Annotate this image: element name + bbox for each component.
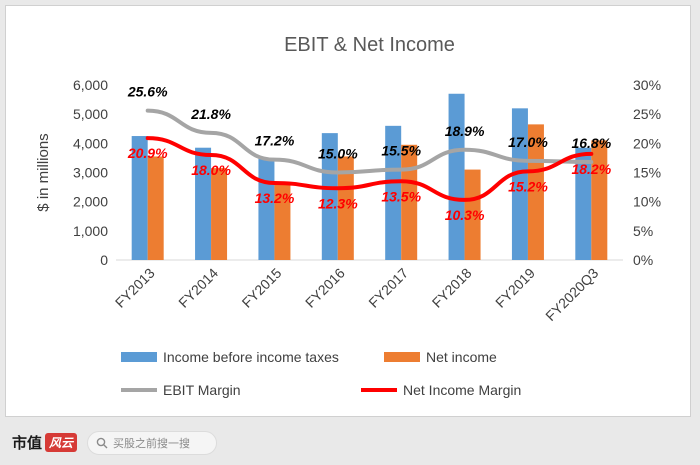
bar-income-before-taxes bbox=[195, 147, 212, 260]
bar-income-before-taxes bbox=[511, 108, 528, 260]
search-icon bbox=[96, 437, 108, 448]
x-tick-label: FY2015 bbox=[239, 265, 285, 311]
y2-tick-label: 20% bbox=[633, 135, 661, 151]
chart-card: EBIT & Net Income $ in millions 0 1,000 2,00… bbox=[5, 5, 691, 417]
y-tick-label: 0 bbox=[100, 252, 108, 268]
bar-income-before-taxes bbox=[321, 133, 338, 260]
y2-tick-label: 25% bbox=[633, 106, 661, 122]
net-income-margin-label: 18.0% bbox=[191, 162, 231, 178]
y-tick-label: 4,000 bbox=[73, 135, 108, 151]
ebit-margin-label: 17.2% bbox=[255, 133, 295, 149]
y2-tick-label: 15% bbox=[633, 165, 661, 181]
bar-income-before-taxes bbox=[385, 125, 402, 260]
y-tick-label: 5,000 bbox=[73, 106, 108, 122]
brand-mark: 风云 bbox=[45, 433, 78, 452]
bar-income-before-taxes bbox=[131, 136, 148, 260]
bar-net-income bbox=[274, 182, 291, 260]
ebit-margin-label: 17.0% bbox=[508, 134, 548, 150]
y2-tick-label: 5% bbox=[633, 223, 653, 239]
legend-ebit-margin-text: EBIT Margin bbox=[163, 382, 241, 398]
bar-net-income bbox=[211, 168, 228, 260]
x-tick-label: FY2020Q3 bbox=[542, 265, 601, 324]
net-income-margin-label: 10.3% bbox=[445, 207, 485, 223]
footer-bar: 市值 风云 买股之前搜一搜 bbox=[0, 420, 700, 465]
y2-tick-label: 10% bbox=[633, 194, 661, 210]
net-income-margin-label: 13.2% bbox=[255, 190, 295, 206]
ebit-margin-label: 15.0% bbox=[318, 146, 358, 162]
ebit-margin-label: 15.5% bbox=[381, 143, 421, 159]
bar-income-before-taxes bbox=[258, 157, 275, 260]
x-tick-label: FY2014 bbox=[175, 265, 221, 311]
y-tick-label: 6,000 bbox=[73, 77, 108, 93]
y2-tick-label: 30% bbox=[633, 77, 661, 93]
ebit-margin-line bbox=[145, 108, 594, 175]
ebit-margin-label: 16.8% bbox=[571, 135, 611, 151]
ebit-margin-label: 25.6% bbox=[127, 84, 168, 100]
bar-net-income bbox=[337, 156, 354, 260]
y-tick-label: 3,000 bbox=[73, 165, 108, 181]
legend-net-income-margin-text: Net Income Margin bbox=[403, 382, 521, 398]
chart-title: EBIT & Net Income bbox=[284, 34, 455, 56]
bar-net-income bbox=[147, 156, 164, 260]
search-placeholder: 买股之前搜一搜 bbox=[113, 437, 191, 450]
y2-tick-label: 0% bbox=[633, 252, 653, 268]
brand-text: 市值 bbox=[12, 435, 43, 452]
legend-net-income-text: Net income bbox=[426, 349, 497, 365]
y-tick-label: 1,000 bbox=[73, 223, 108, 239]
bar-income-before-taxes bbox=[575, 147, 592, 260]
bar-net-income bbox=[527, 124, 544, 260]
legend-income-before-taxes-swatch bbox=[121, 352, 157, 362]
bar-net-income bbox=[401, 144, 418, 260]
search-box[interactable]: 买股之前搜一搜 bbox=[87, 430, 218, 455]
y-tick-label: 2,000 bbox=[73, 194, 108, 210]
bar-net-income bbox=[464, 169, 481, 260]
y-axis-label: $ in millions bbox=[35, 133, 52, 211]
net-income-margin-line bbox=[145, 136, 594, 202]
ebit-net-income-chart: EBIT & Net Income $ in millions 0 1,000 2,00… bbox=[35, 34, 661, 398]
x-tick-label: FY2013 bbox=[112, 265, 158, 311]
x-tick-label: FY2016 bbox=[302, 265, 348, 311]
x-tick-label: FY2018 bbox=[429, 265, 475, 311]
net-income-margin-label: 18.2% bbox=[571, 161, 611, 177]
net-income-margin-label: 13.5% bbox=[381, 188, 421, 204]
bar-net-income bbox=[591, 140, 608, 260]
ebit-margin-label: 21.8% bbox=[190, 106, 231, 122]
bar-income-before-taxes bbox=[448, 93, 465, 260]
legend-net-income-swatch bbox=[384, 352, 420, 362]
net-income-margin-label: 12.3% bbox=[318, 195, 358, 211]
net-income-margin-label: 15.2% bbox=[508, 178, 548, 194]
ebit-margin-label: 18.9% bbox=[445, 123, 485, 139]
brand-logo[interactable]: 市值 风云 bbox=[12, 432, 78, 453]
net-income-margin-label: 20.9% bbox=[127, 145, 168, 161]
x-tick-label: FY2019 bbox=[492, 265, 538, 311]
legend-income-before-taxes-text: Income before income taxes bbox=[163, 349, 339, 365]
x-tick-label: FY2017 bbox=[365, 265, 411, 311]
